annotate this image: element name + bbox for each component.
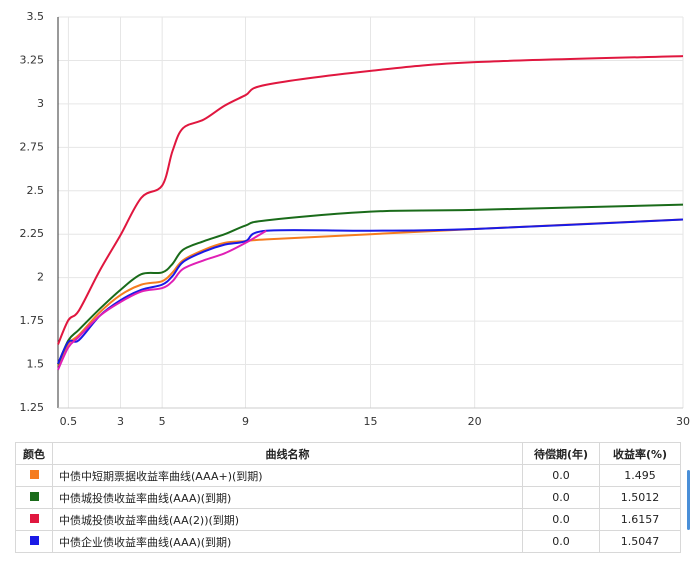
chart: 1.25 1.5 1.75 2 2.25 2.5 2.75 3 3.25 3.5 0.5 3 5 9 15 2… [20, 10, 691, 428]
table-row: 中债城投债收益率曲线(AAA)(到期) 0.0 1.5012 [15, 486, 681, 509]
x-tick-label: 15 [364, 415, 378, 428]
series-line [57, 203, 684, 365]
y-tick-label: 1.5 [27, 358, 45, 371]
y-tick-label: 3.5 [27, 10, 45, 23]
x-tick-label: 5 [159, 415, 166, 428]
x-tick-label: 30 [676, 415, 690, 428]
y-tick-label: 1.75 [20, 314, 45, 327]
table-header: 颜色 曲线名称 待偿期(年) 收益率(%) [15, 442, 681, 465]
y-tick-label: 2.75 [20, 140, 45, 153]
curve-table: 颜色 曲线名称 待偿期(年) 收益率(%) 中债中短期票据收益率曲线(AAA+)… [15, 442, 681, 553]
y-tick-label: 3.25 [20, 53, 45, 66]
term: 0.0 [522, 486, 600, 509]
header-cell: 待偿期(年) [522, 442, 600, 465]
y-tick-label: 2 [37, 271, 44, 284]
x-tick-label: 3 [117, 415, 124, 428]
y-tick-label: 2.5 [27, 184, 45, 197]
table-row: 中债企业债收益率曲线(AAA)(到期) 0.0 1.5047 [15, 530, 681, 553]
curve-name: 中债企业债收益率曲线(AAA)(到期) [52, 530, 523, 553]
series-line [57, 55, 684, 345]
color-cell [15, 530, 53, 553]
term: 0.0 [522, 530, 600, 553]
x-tick-label: 9 [242, 415, 249, 428]
yield: 1.6157 [599, 508, 681, 531]
table-row: 中债城投债收益率曲线(AA(2))(到期) 0.0 1.6157 [15, 508, 681, 531]
header-cell: 颜色 [15, 442, 53, 465]
color-swatch [29, 536, 39, 545]
curve-name: 中债城投债收益率曲线(AA(2))(到期) [52, 508, 523, 531]
x-tick-label: 0.5 [60, 415, 78, 428]
yield: 1.495 [599, 464, 681, 487]
y-tick-label: 3 [37, 97, 44, 110]
y-tick-label: 2.25 [20, 227, 45, 240]
yield: 1.5012 [599, 486, 681, 509]
term: 0.0 [522, 508, 600, 531]
yield: 1.5047 [599, 530, 681, 553]
x-tick-label: 20 [468, 415, 482, 428]
series-line [57, 229, 267, 371]
color-cell [15, 508, 53, 531]
header-cell: 曲线名称 [52, 442, 523, 465]
color-swatch [29, 514, 39, 523]
color-swatch [29, 492, 39, 501]
color-swatch [29, 470, 39, 479]
color-cell [15, 486, 53, 509]
table-row: 中债中短期票据收益率曲线(AAA+)(到期) 0.0 1.495 [15, 464, 681, 487]
series-line [57, 218, 684, 366]
y-tick-label: 1.25 [20, 401, 45, 414]
curve-name: 中债城投债收益率曲线(AAA)(到期) [52, 486, 523, 509]
color-cell [15, 464, 53, 487]
scrollbar[interactable] [687, 470, 690, 530]
curve-name: 中债中短期票据收益率曲线(AAA+)(到期) [52, 464, 523, 487]
term: 0.0 [522, 464, 600, 487]
table-body: 中债中短期票据收益率曲线(AAA+)(到期) 0.0 1.495 中债城投债收益率曲线… [15, 464, 681, 553]
header-cell: 收益率(%) [599, 442, 681, 465]
